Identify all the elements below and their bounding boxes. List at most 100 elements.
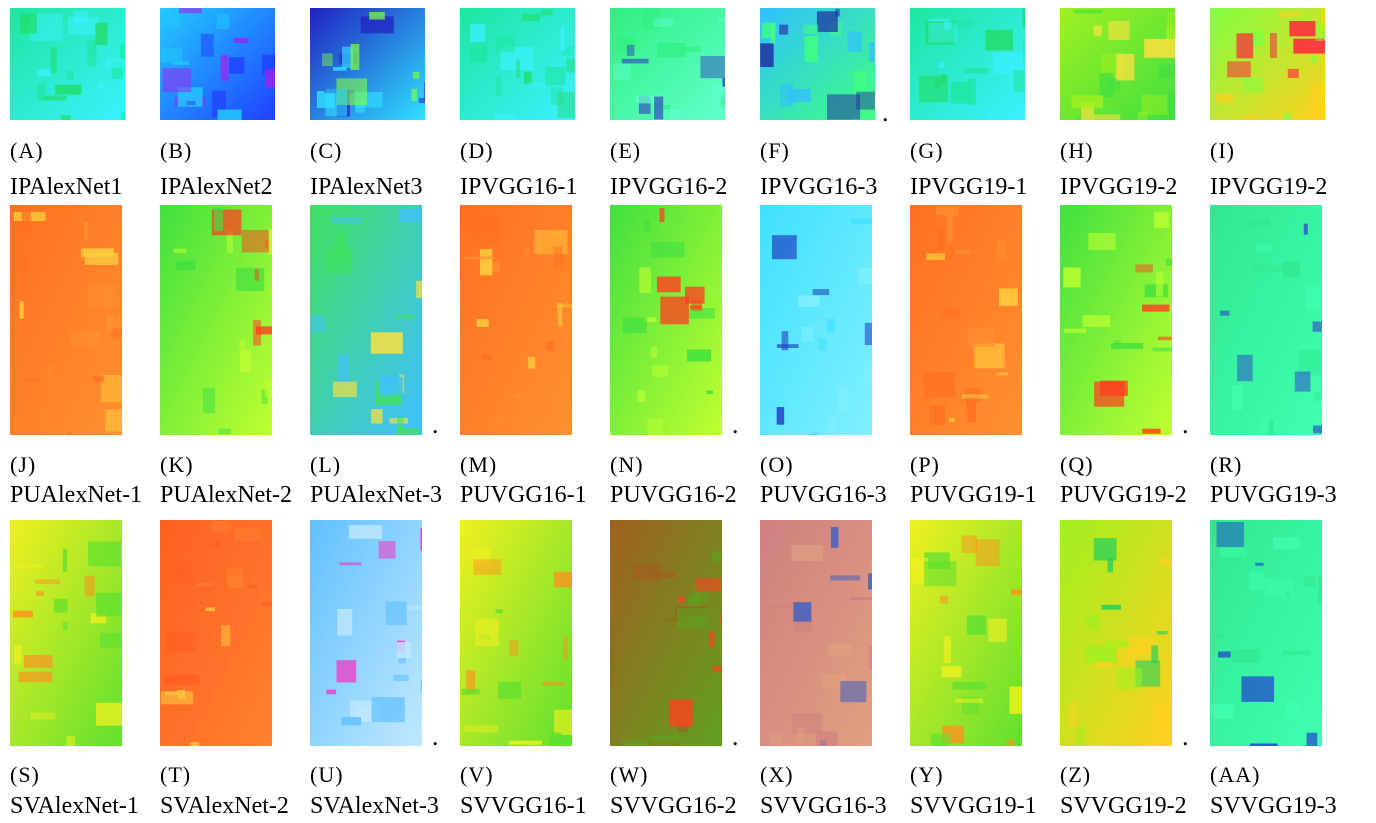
texture xyxy=(1063,267,1080,287)
texture xyxy=(657,277,681,293)
texture xyxy=(798,295,819,306)
panel-letter: (C) xyxy=(310,138,342,164)
feature-map xyxy=(1060,8,1175,120)
texture xyxy=(805,36,818,62)
panel-caption: PUAlexNet-2 xyxy=(160,482,292,509)
texture xyxy=(1306,285,1322,310)
texture xyxy=(35,579,60,584)
texture xyxy=(421,680,422,692)
texture xyxy=(1064,329,1086,333)
texture xyxy=(1273,537,1299,549)
texture xyxy=(203,388,215,414)
texture xyxy=(1077,726,1085,746)
texture xyxy=(1315,391,1322,401)
texture xyxy=(166,631,194,652)
texture xyxy=(706,391,713,395)
texture xyxy=(847,31,861,52)
texture xyxy=(924,561,956,586)
texture xyxy=(496,77,502,96)
texture xyxy=(30,713,55,720)
texture xyxy=(14,645,22,663)
texture xyxy=(325,89,347,116)
texture xyxy=(1220,311,1229,316)
texture xyxy=(333,382,357,397)
texture xyxy=(851,218,872,224)
texture xyxy=(242,230,269,252)
texture xyxy=(700,56,725,78)
figure: {"rows": [ {"panels": [ {"letter": "(A)"… xyxy=(0,0,1376,823)
texture xyxy=(465,725,499,732)
texture xyxy=(165,692,178,695)
texture xyxy=(613,64,630,81)
texture xyxy=(234,38,249,43)
texture xyxy=(54,599,68,613)
texture xyxy=(928,23,956,43)
panel-caption: PUVGG16-2 xyxy=(610,482,737,509)
texture xyxy=(93,376,104,383)
texture xyxy=(379,377,403,394)
panel-letter: (W) xyxy=(610,762,648,788)
texture xyxy=(167,743,171,746)
texture xyxy=(1153,348,1172,352)
texture xyxy=(95,23,107,45)
texture xyxy=(419,98,425,103)
texture xyxy=(1286,590,1291,597)
feature-map xyxy=(460,205,572,435)
texture xyxy=(397,416,404,435)
texture xyxy=(265,69,275,88)
texture xyxy=(1211,704,1234,718)
texture xyxy=(962,535,978,553)
texture xyxy=(371,332,403,353)
texture xyxy=(1240,77,1248,81)
texture xyxy=(924,372,955,397)
texture xyxy=(173,249,186,254)
texture xyxy=(779,25,788,35)
texture xyxy=(777,344,799,348)
texture xyxy=(411,89,417,101)
feature-map xyxy=(160,8,275,120)
panel-letter: (D) xyxy=(460,138,494,164)
texture xyxy=(654,97,663,120)
feature-map xyxy=(10,8,125,120)
texture xyxy=(88,286,118,308)
feature-map xyxy=(910,205,1022,435)
texture xyxy=(1279,11,1301,17)
texture xyxy=(962,394,989,398)
feature-map xyxy=(760,8,875,120)
texture xyxy=(974,343,1004,368)
texture xyxy=(660,208,665,222)
texture xyxy=(622,59,649,64)
panel-letter: (L) xyxy=(310,452,341,478)
panel-caption: SVVGG19-1 xyxy=(910,793,1037,820)
texture xyxy=(494,114,516,120)
panel-caption: SVVGG19-3 xyxy=(1210,793,1337,820)
texture xyxy=(1142,305,1169,312)
feature-map xyxy=(610,205,722,435)
texture xyxy=(1094,25,1102,35)
texture xyxy=(342,717,362,725)
texture xyxy=(1154,212,1169,228)
panel-caption: PUVGG19-2 xyxy=(1060,482,1187,509)
texture xyxy=(416,281,422,298)
texture xyxy=(947,216,953,243)
feature-map xyxy=(760,520,872,746)
texture xyxy=(1088,233,1115,250)
texture xyxy=(720,615,722,623)
texture xyxy=(677,608,708,629)
texture xyxy=(1218,651,1231,657)
texture xyxy=(88,542,121,567)
texture xyxy=(762,23,776,39)
texture xyxy=(175,565,191,583)
texture xyxy=(229,57,244,73)
texture xyxy=(1216,633,1223,638)
texture xyxy=(1144,39,1175,58)
texture xyxy=(310,315,325,332)
texture xyxy=(1135,264,1153,272)
texture xyxy=(18,256,27,272)
texture xyxy=(196,583,213,586)
texture xyxy=(840,681,866,702)
texture xyxy=(678,47,701,52)
texture xyxy=(37,83,46,100)
texture xyxy=(1321,396,1322,415)
texture xyxy=(1086,614,1099,630)
